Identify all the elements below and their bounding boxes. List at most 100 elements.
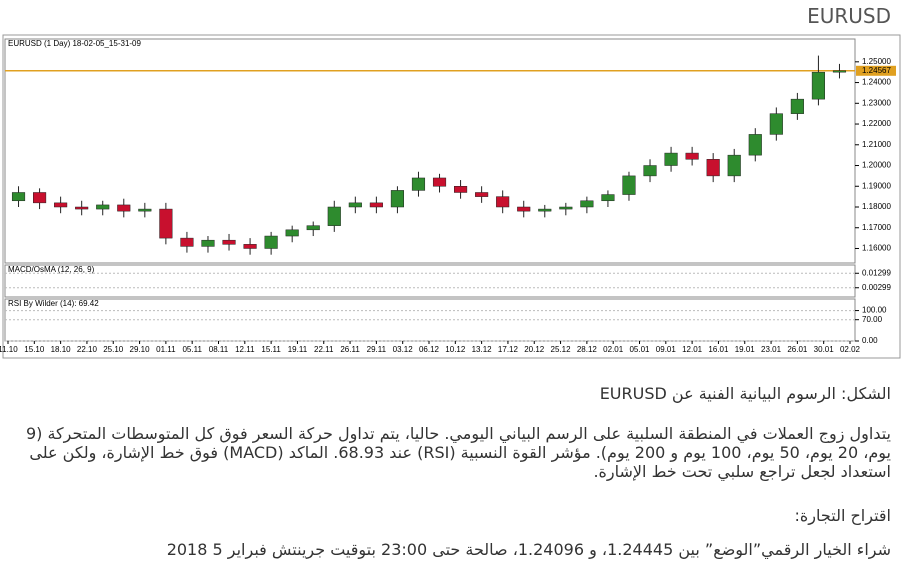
y-tick-label: 1.22000 xyxy=(862,119,891,128)
candle-body xyxy=(706,159,720,177)
candle-body xyxy=(369,202,383,208)
x-tick-label: 23.01 xyxy=(761,345,782,354)
x-tick-label: 12.11 xyxy=(235,345,255,354)
trade-text: شراء الخيار الرقمي”الوضع” بين 1.24445، و… xyxy=(166,540,891,559)
x-tick-label: 16.01 xyxy=(708,345,729,354)
x-tick-label: 25.12 xyxy=(551,345,572,354)
candle-body xyxy=(33,192,47,204)
candle-body xyxy=(454,186,468,193)
y-tick-label: 1.16000 xyxy=(862,244,891,253)
candle-body xyxy=(159,208,173,239)
candle-body xyxy=(285,229,299,237)
chart-frame xyxy=(2,34,901,359)
x-tick-label: 02.02 xyxy=(840,345,861,354)
y-tick-label: 100.00 xyxy=(862,306,887,315)
candle-body xyxy=(475,192,489,197)
candle-body xyxy=(243,244,257,249)
x-tick-label: 22.11 xyxy=(314,345,334,354)
candle-body xyxy=(769,113,783,135)
x-tick-label: 12.01 xyxy=(682,345,703,354)
candle-body xyxy=(643,165,657,177)
paragraph: يتداول زوج العملات في المنطقة السلبية عل… xyxy=(25,424,891,481)
y-tick-label: 0.00 xyxy=(862,336,878,345)
caption: الشكل: الرسوم البيانية الفنية عن EURUSD xyxy=(599,384,891,403)
candle-body xyxy=(517,206,531,212)
candle-body xyxy=(811,71,825,100)
candle-body xyxy=(685,152,699,160)
x-tick-label: 20.12 xyxy=(524,345,545,354)
candle-body xyxy=(580,200,594,208)
x-tick-label: 05.01 xyxy=(629,345,650,354)
y-tick-label: 1.20000 xyxy=(862,161,891,170)
candle-body xyxy=(832,70,847,73)
candle-body xyxy=(11,192,26,202)
candle-body xyxy=(306,225,320,231)
candle-body xyxy=(222,239,236,245)
x-tick-label: 10.12 xyxy=(445,345,466,354)
candle-body xyxy=(96,204,110,210)
candle-body xyxy=(327,206,341,226)
candle-body xyxy=(496,196,510,208)
candle-body xyxy=(601,194,615,202)
candle-body xyxy=(138,208,152,212)
rsi-title: RSI By Wilder (14): 69.42 xyxy=(8,299,99,308)
y-tick-label: 0.01299 xyxy=(862,268,891,277)
y-tick-label: 1.24000 xyxy=(862,78,891,87)
x-tick-label: 11.10 xyxy=(0,345,18,354)
x-tick-label: 22.10 xyxy=(77,345,98,354)
candle-body xyxy=(538,208,552,212)
y-tick-label: 1.18000 xyxy=(862,202,891,211)
x-tick-label: 01.11 xyxy=(156,345,176,354)
candle-body xyxy=(432,177,447,187)
x-tick-label: 05.11 xyxy=(182,345,202,354)
x-tick-label: 30.01 xyxy=(814,345,835,354)
price-panel xyxy=(4,38,856,264)
candle-body xyxy=(390,190,404,208)
candle-body xyxy=(790,98,804,114)
candle-body xyxy=(75,206,89,210)
candle-body xyxy=(727,154,741,177)
y-tick-label: 1.25000 xyxy=(862,57,891,66)
chart-title: EURUSD (1 Day) 18-02-05_15-31-09 xyxy=(8,39,142,48)
candle-body xyxy=(559,206,573,210)
x-tick-label: 26.01 xyxy=(787,345,808,354)
x-tick-label: 02.01 xyxy=(603,345,624,354)
candle-body xyxy=(348,202,362,208)
y-tick-label: 1.21000 xyxy=(862,140,891,149)
x-tick-label: 06.12 xyxy=(419,345,440,354)
x-tick-label: 08.11 xyxy=(209,345,229,354)
y-tick-label: 0.00299 xyxy=(862,283,891,292)
x-tick-label: 09.01 xyxy=(656,345,677,354)
page-title: EURUSD xyxy=(807,4,891,28)
x-tick-label: 15.10 xyxy=(24,345,45,354)
x-tick-label: 25.10 xyxy=(103,345,124,354)
x-tick-label: 03.12 xyxy=(393,345,414,354)
y-tick-label: 70.00 xyxy=(862,315,883,324)
x-tick-label: 19.11 xyxy=(288,345,308,354)
candle-body xyxy=(748,134,762,156)
candle-body xyxy=(117,204,131,212)
macd-panel xyxy=(4,264,856,298)
x-tick-label: 29.11 xyxy=(367,345,387,354)
x-tick-label: 13.12 xyxy=(472,345,493,354)
candle-body xyxy=(201,239,215,247)
x-tick-label: 26.11 xyxy=(340,345,360,354)
candle-body xyxy=(180,237,194,247)
macd-title: MACD/OsMA (12, 26, 9) xyxy=(8,265,95,274)
trade-heading: اقتراح التجارة: xyxy=(794,506,891,525)
candle-body xyxy=(664,152,678,166)
candle-body xyxy=(411,177,426,191)
y-tick-label: 1.17000 xyxy=(862,223,891,232)
candle-body xyxy=(622,175,636,195)
x-tick-label: 15.11 xyxy=(261,345,281,354)
candle-body xyxy=(54,202,68,208)
x-tick-label: 19.01 xyxy=(735,345,756,354)
x-tick-label: 28.12 xyxy=(577,345,598,354)
x-tick-label: 29.10 xyxy=(130,345,151,354)
y-tick-label: 1.23000 xyxy=(862,98,891,107)
x-tick-label: 18.10 xyxy=(51,345,72,354)
chart: EURUSD (1 Day) 18-02-05_15-31-09 MACD/Os… xyxy=(0,34,901,359)
price-label-box xyxy=(856,65,896,76)
y-tick-label: 1.19000 xyxy=(862,181,891,190)
